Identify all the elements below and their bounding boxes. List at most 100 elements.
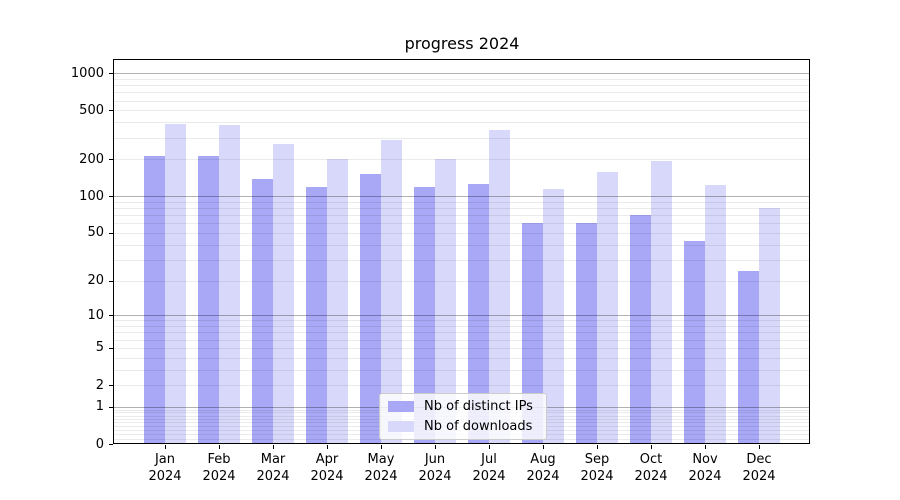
- gridline-minor: [114, 332, 810, 333]
- bar-nb-of-distinct-ips-jun: [414, 187, 435, 444]
- bar-nb-of-distinct-ips-dec: [738, 271, 759, 444]
- chart-title: progress 2024: [404, 34, 520, 53]
- y-tick-label: 0: [95, 436, 104, 452]
- gridline-minor: [114, 208, 810, 209]
- bar-nb-of-distinct-ips-aug: [522, 222, 543, 444]
- bar-nb-of-distinct-ips-jul: [468, 184, 489, 444]
- x-axis-tick: [219, 445, 220, 449]
- y-axis-tick: [109, 281, 113, 282]
- x-tick-label: Jul 2024: [472, 452, 506, 484]
- x-axis-tick: [381, 445, 382, 449]
- x-axis-tick: [705, 445, 706, 449]
- legend-swatch-distinct-ips: [388, 401, 414, 412]
- x-tick-label: Feb 2024: [202, 452, 236, 484]
- gridline-major: [114, 196, 810, 197]
- gridline-minor: [114, 122, 810, 123]
- gridline-minor: [114, 202, 810, 203]
- x-axis-tick: [597, 445, 598, 449]
- legend-item-downloads: Nb of downloads: [388, 419, 533, 434]
- y-tick-label: 10: [87, 307, 104, 323]
- x-tick-label: Aug 2024: [526, 452, 560, 484]
- gridline-minor: [114, 340, 810, 341]
- gridline-minor: [114, 79, 810, 80]
- y-tick-label: 5: [95, 340, 104, 356]
- y-axis-tick: [109, 407, 113, 408]
- y-tick-label: 1: [95, 399, 104, 415]
- gridline-major: [114, 73, 810, 74]
- x-axis-tick: [327, 445, 328, 449]
- x-axis-tick: [543, 445, 544, 449]
- y-axis-tick: [109, 159, 113, 160]
- bar-nb-of-downloads-aug: [543, 188, 564, 444]
- y-axis-tick: [109, 73, 113, 74]
- gridline-minor: [114, 110, 810, 111]
- gridline-minor: [114, 281, 810, 282]
- gridline-minor: [114, 159, 810, 160]
- y-axis-tick: [109, 315, 113, 316]
- y-axis-tick: [109, 110, 113, 111]
- x-tick-label: Dec 2024: [742, 452, 776, 484]
- gridline-minor: [114, 215, 810, 216]
- gridline-minor: [114, 245, 810, 246]
- gridline-minor: [114, 138, 810, 139]
- legend-label-downloads: Nb of downloads: [424, 419, 533, 434]
- bar-nb-of-downloads-sep: [597, 171, 618, 444]
- x-tick-label: Jun 2024: [418, 452, 452, 484]
- x-tick-label: Apr 2024: [310, 452, 344, 484]
- gridline-minor: [114, 223, 810, 224]
- y-tick-label: 200: [79, 151, 104, 167]
- gridline-minor: [114, 233, 810, 234]
- gridline-minor: [114, 260, 810, 261]
- legend-label-distinct-ips: Nb of distinct IPs: [424, 399, 533, 414]
- legend: Nb of distinct IPs Nb of downloads: [379, 393, 547, 440]
- bar-nb-of-downloads-jan: [165, 123, 186, 444]
- gridline-minor: [114, 348, 810, 349]
- x-axis-tick: [489, 445, 490, 449]
- x-tick-label: Mar 2024: [256, 452, 290, 484]
- y-tick-label: 50: [87, 225, 104, 241]
- bar-nb-of-distinct-ips-feb: [198, 156, 219, 444]
- y-tick-label: 100: [79, 188, 104, 204]
- bar-nb-of-distinct-ips-mar: [252, 178, 273, 444]
- x-tick-label: Sep 2024: [580, 452, 614, 484]
- y-axis-tick: [109, 233, 113, 234]
- legend-swatch-downloads: [388, 421, 414, 432]
- bar-nb-of-distinct-ips-sep: [576, 222, 597, 444]
- bar-nb-of-downloads-nov: [705, 185, 726, 444]
- y-axis-tick: [109, 348, 113, 349]
- bar-nb-of-downloads-jun: [435, 159, 456, 444]
- bar-nb-of-downloads-feb: [219, 125, 240, 444]
- x-tick-label: Oct 2024: [634, 452, 668, 484]
- gridline-minor: [114, 101, 810, 102]
- y-tick-label: 2: [95, 377, 104, 393]
- y-tick-label: 20: [87, 273, 104, 289]
- gridline-minor: [114, 326, 810, 327]
- y-tick-label: 1000: [70, 65, 104, 81]
- gridline-minor: [114, 385, 810, 386]
- y-tick-label: 500: [79, 102, 104, 118]
- x-axis-tick: [273, 445, 274, 449]
- bar-nb-of-distinct-ips-nov: [684, 240, 705, 444]
- x-tick-label: Nov 2024: [688, 452, 722, 484]
- bar-nb-of-distinct-ips-may: [360, 174, 381, 444]
- bar-nb-of-distinct-ips-apr: [306, 186, 327, 444]
- y-axis-tick: [109, 196, 113, 197]
- bar-nb-of-downloads-mar: [273, 143, 294, 444]
- gridline-major: [114, 315, 810, 316]
- bar-nb-of-downloads-dec: [759, 207, 780, 444]
- x-tick-label: May 2024: [364, 452, 398, 484]
- bar-nb-of-downloads-apr: [327, 158, 348, 444]
- x-axis-tick: [165, 445, 166, 449]
- legend-item-distinct-ips: Nb of distinct IPs: [388, 399, 533, 414]
- gridline-minor: [114, 370, 810, 371]
- gridline-minor: [114, 92, 810, 93]
- gridline-minor: [114, 358, 810, 359]
- x-tick-label: Jan 2024: [148, 452, 182, 484]
- bar-nb-of-downloads-jul: [489, 130, 510, 444]
- x-axis-tick: [651, 445, 652, 449]
- bar-nb-of-distinct-ips-jan: [144, 156, 165, 444]
